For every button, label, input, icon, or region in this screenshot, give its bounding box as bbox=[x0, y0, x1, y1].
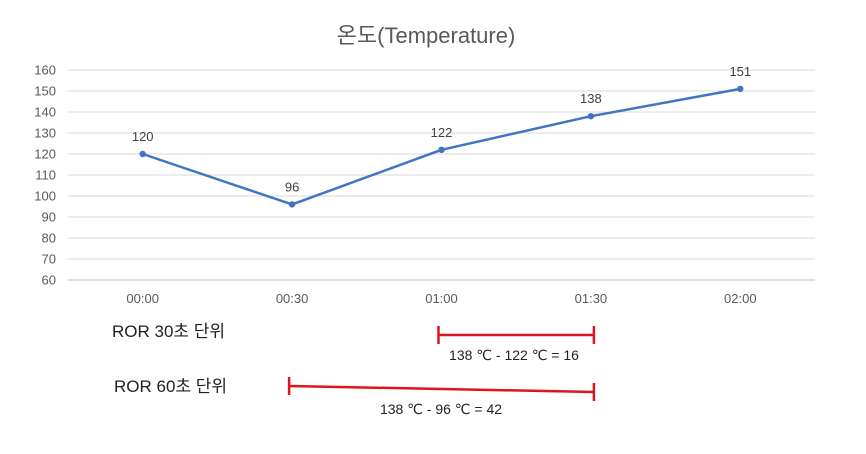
y-tick-label: 110 bbox=[35, 168, 56, 183]
y-tick-label: 90 bbox=[42, 210, 56, 225]
y-tick-label: 130 bbox=[34, 126, 56, 141]
ror-30s-label: ROR 30초 단위 bbox=[112, 322, 225, 341]
x-axis-tick-labels: 00:00 00:30 01:00 01:30 02:00 bbox=[126, 291, 756, 306]
y-tick-label: 80 bbox=[42, 231, 56, 246]
y-tick-label: 100 bbox=[34, 189, 56, 204]
range-bar-line bbox=[289, 384, 594, 394]
data-label: 122 bbox=[431, 125, 453, 140]
ror-60s-formula: 138 ℃ - 96 ℃ = 42 bbox=[380, 401, 502, 417]
y-tick-label: 70 bbox=[42, 252, 56, 267]
data-point-00:00 bbox=[139, 150, 146, 158]
x-tick-label: 01:30 bbox=[575, 291, 608, 306]
data-label: 151 bbox=[729, 64, 751, 79]
y-tick-label: 120 bbox=[34, 147, 56, 162]
y-axis-tick-labels: 60 70 80 90 100 110 120 130 140 150 160 bbox=[34, 63, 56, 288]
data-labels: 120 96 122 138 151 bbox=[132, 64, 751, 194]
data-label: 120 bbox=[132, 129, 154, 144]
ror-60s-range-bar bbox=[287, 377, 596, 401]
y-tick-label: 140 bbox=[34, 105, 56, 120]
gridlines bbox=[68, 69, 815, 281]
y-tick-label: 160 bbox=[34, 63, 56, 78]
data-label: 96 bbox=[285, 179, 299, 194]
x-tick-label: 01:00 bbox=[425, 291, 458, 306]
data-points bbox=[139, 85, 744, 208]
y-tick-label: 150 bbox=[34, 84, 56, 99]
ror-60s-label: ROR 60초 단위 bbox=[114, 377, 227, 396]
data-point-00:30 bbox=[288, 201, 296, 208]
data-point-01:30 bbox=[587, 113, 595, 120]
ror-30s-formula: 138 ℃ - 122 ℃ = 16 bbox=[449, 347, 579, 363]
ror-30s-range-bar bbox=[437, 326, 596, 344]
chart-title: 온도(Temperature) bbox=[337, 23, 516, 48]
x-tick-label: 00:30 bbox=[276, 291, 309, 306]
data-point-02:00 bbox=[737, 85, 744, 93]
data-label: 138 bbox=[580, 91, 602, 106]
y-tick-label: 60 bbox=[42, 273, 56, 288]
x-tick-label: 00:00 bbox=[126, 291, 159, 306]
data-point-01:00 bbox=[438, 146, 445, 153]
x-tick-label: 02:00 bbox=[724, 291, 757, 306]
